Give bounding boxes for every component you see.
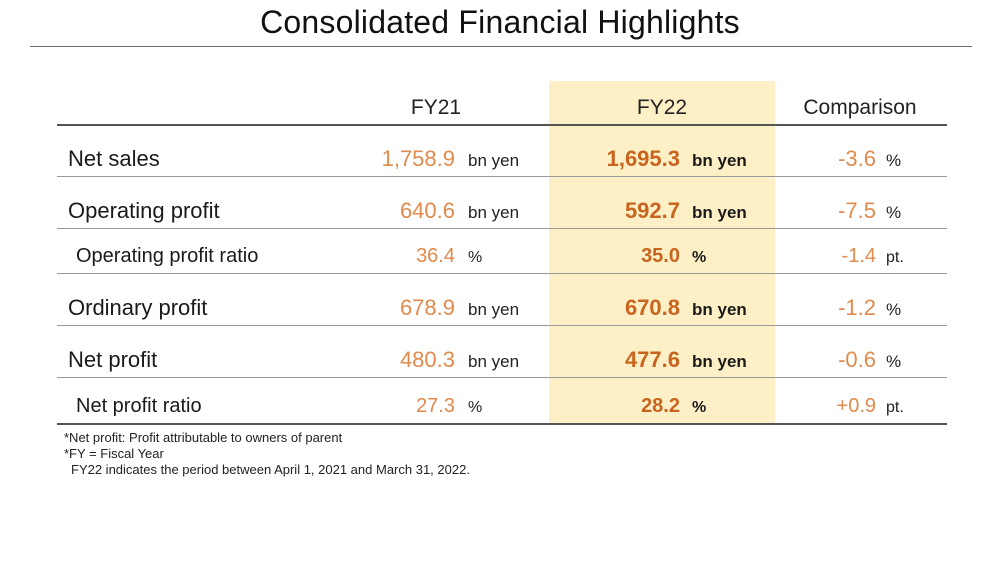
fy21-value: 27.3 (416, 395, 455, 417)
table-row: Ordinary profit 678.9 bn yen 670.8 bn ye… (0, 295, 1000, 321)
title-divider (30, 46, 972, 47)
row-divider (57, 228, 947, 229)
row-divider (57, 176, 947, 177)
row-label: Operating profit ratio (76, 245, 259, 267)
footnotes: *Net profit: Profit attributable to owne… (64, 430, 470, 478)
comparison-unit: pt. (886, 399, 904, 416)
comparison-unit: % (886, 151, 902, 170)
comparison-value: -3.6 (838, 146, 876, 171)
fy21-value: 1,758.9 (381, 146, 455, 171)
slide-title: Consolidated Financial Highlights (260, 4, 740, 40)
fy22-unit: % (692, 399, 707, 416)
footnote-fy22-period: FY22 indicates the period between April … (71, 462, 470, 477)
comparison-value: -1.4 (841, 245, 876, 267)
fy21-unit: bn yen (468, 300, 520, 319)
comparison-unit: % (886, 352, 902, 371)
comparison-unit: % (886, 203, 902, 222)
table-row: Net sales 1,758.9 bn yen 1,695.3 bn yen … (0, 146, 1000, 172)
fy22-unit: bn yen (692, 151, 747, 170)
row-divider (57, 377, 947, 378)
comparison-value: -1.2 (838, 295, 876, 320)
fy22-unit: bn yen (692, 352, 747, 371)
fy21-value: 640.6 (399, 198, 455, 223)
fy21-unit: % (468, 249, 483, 266)
fy21-value: 36.4 (416, 245, 455, 267)
row-label: Net profit (68, 347, 158, 372)
fy22-value: 1,695.3 (606, 146, 680, 171)
header-fy21: FY21 (410, 96, 462, 119)
fy22-value: 28.2 (641, 395, 680, 417)
fy22-value: 477.6 (624, 347, 680, 372)
table-row: Operating profit 640.6 bn yen 592.7 bn y… (0, 198, 1000, 224)
row-label: Net sales (68, 146, 160, 171)
fy21-unit: % (468, 399, 483, 416)
footnote-fiscal-year: *FY = Fiscal Year (64, 446, 164, 461)
row-label: Net profit ratio (76, 395, 202, 417)
comparison-unit: % (886, 300, 902, 319)
fy22-highlight-column (549, 81, 775, 424)
fy22-unit: % (692, 249, 707, 266)
comparison-value: -0.6 (838, 347, 876, 372)
fy22-value: 592.7 (624, 198, 680, 223)
header-comparison: Comparison (803, 96, 917, 119)
table-row: Net profit ratio 27.3 % 28.2 % +0.9 pt. (0, 395, 1000, 419)
row-divider (57, 325, 947, 326)
fy22-unit: bn yen (692, 203, 747, 222)
table-row: Net profit 480.3 bn yen 477.6 bn yen -0.… (0, 347, 1000, 373)
header-fy22: FY22 (636, 96, 688, 119)
comparison-value: -7.5 (838, 198, 876, 223)
fy22-value: 35.0 (641, 245, 680, 267)
fy21-unit: bn yen (468, 151, 520, 170)
header-divider (57, 124, 947, 126)
fy21-value: 678.9 (399, 295, 455, 320)
fy21-unit: bn yen (468, 352, 520, 371)
row-label: Ordinary profit (68, 295, 208, 320)
row-divider (57, 273, 947, 274)
row-label: Operating profit (68, 198, 220, 223)
fy21-unit: bn yen (468, 203, 520, 222)
fy22-value: 670.8 (624, 295, 680, 320)
comparison-value: +0.9 (836, 395, 876, 417)
fy22-unit: bn yen (692, 300, 747, 319)
footnote-net-profit: *Net profit: Profit attributable to owne… (64, 430, 343, 445)
table-row: Operating profit ratio 36.4 % 35.0 % -1.… (0, 245, 1000, 269)
fy21-value: 480.3 (399, 347, 455, 372)
comparison-unit: pt. (886, 249, 904, 266)
table-bottom-divider (57, 423, 947, 425)
